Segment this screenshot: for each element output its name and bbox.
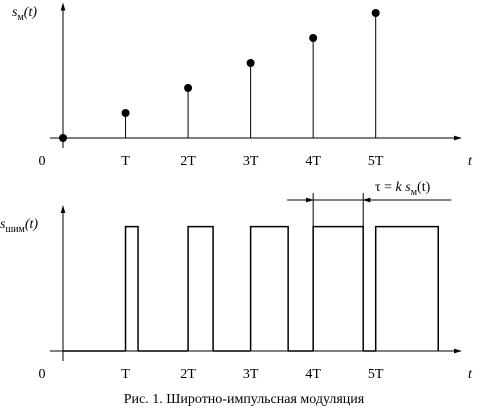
pulse-width-annotation: τ = k sм(t) <box>375 180 431 198</box>
y-label-main: s <box>0 217 6 232</box>
pulse <box>374 225 439 351</box>
stem-dot <box>59 134 67 142</box>
y-label-arg: (t) <box>25 217 39 232</box>
x-tick-label: 0 <box>39 154 46 169</box>
stem-dot <box>371 9 380 17</box>
annotation-lead: τ = <box>375 180 396 195</box>
x-tick-label: 2T <box>180 367 196 382</box>
x-tick-label: 3T <box>243 367 259 382</box>
x-tick-label: 4T <box>305 367 321 382</box>
stem-dot <box>184 84 193 92</box>
x-tick-label: 4T <box>305 154 321 169</box>
pulse <box>249 225 289 351</box>
x-tick-label: 5T <box>368 154 384 169</box>
y-label-arg: (t) <box>24 5 38 20</box>
y-label-sub: м <box>17 12 24 23</box>
x-axis-label: t <box>468 367 473 382</box>
pulse <box>124 225 139 351</box>
y-axis-label: sшим(t) <box>0 217 38 235</box>
x-tick-label: 0 <box>39 367 46 382</box>
annotation-sub: м <box>411 187 418 198</box>
annotation-s: s <box>405 180 411 195</box>
stem-dot <box>309 34 318 42</box>
caption: Рис. 1. Широтно-импульсная модуляция <box>124 392 365 407</box>
stem-dot <box>246 59 255 67</box>
x-tick-label: 2T <box>180 154 196 169</box>
x-tick-label: T <box>121 154 130 169</box>
stem-dot <box>121 109 130 117</box>
y-label-main: s <box>12 5 18 20</box>
x-axis-label: t <box>468 154 473 169</box>
annotation-k: k <box>396 180 403 195</box>
x-tick-label: 3T <box>243 154 259 169</box>
y-label-sub: шим <box>5 224 25 235</box>
y-axis-label: sм(t) <box>12 5 37 23</box>
x-tick-label: 5T <box>368 367 384 382</box>
x-tick-label: T <box>121 367 130 382</box>
pulse <box>312 225 364 351</box>
annotation-arg: (t) <box>417 180 431 195</box>
pulse <box>187 225 214 351</box>
